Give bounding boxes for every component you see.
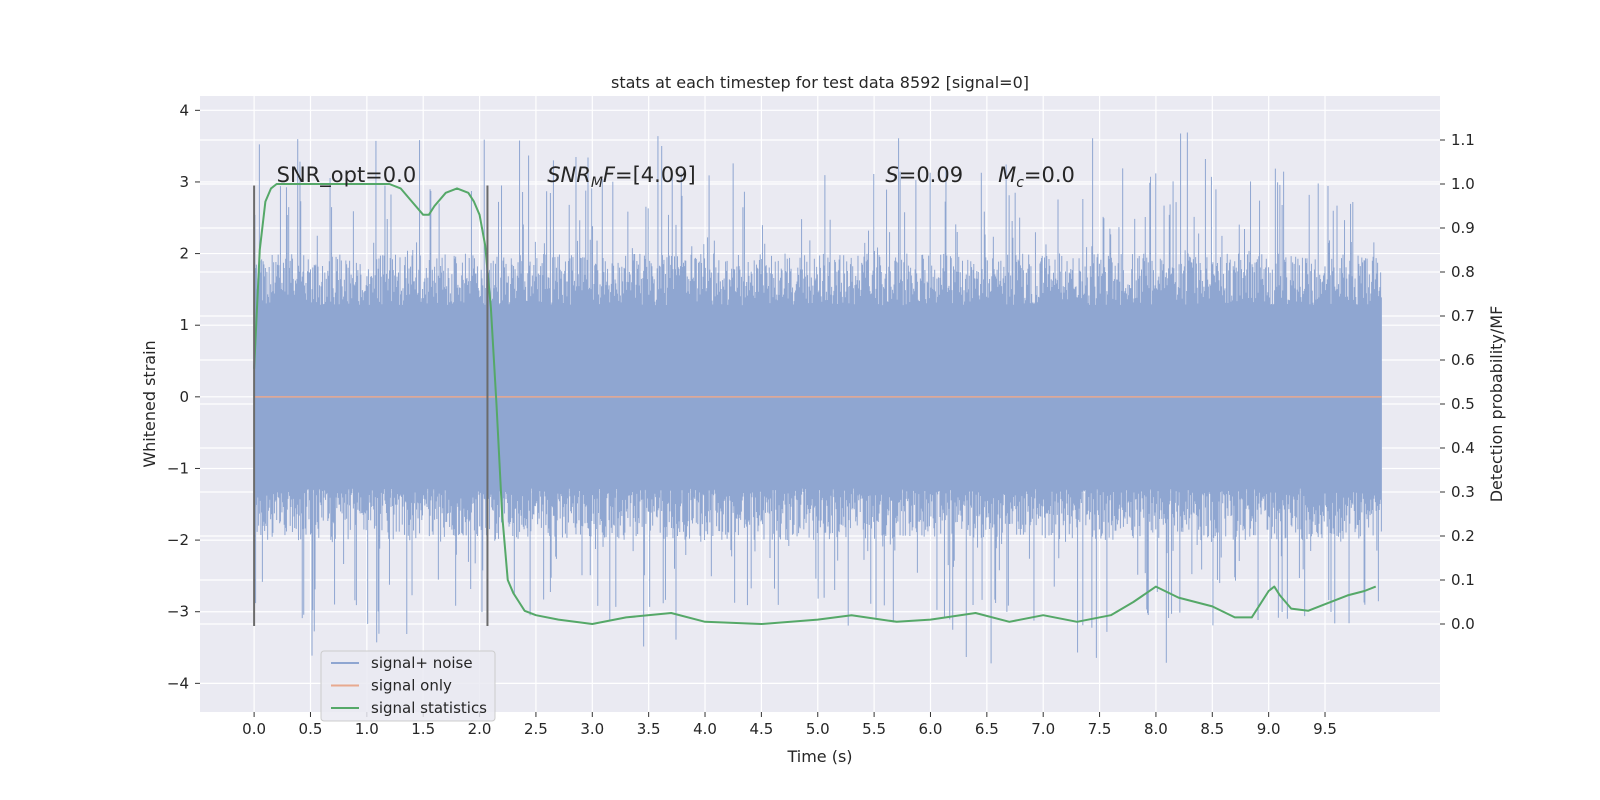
legend-entry-label: signal only [371, 677, 452, 695]
y-left-tick-label: 2 [179, 245, 189, 263]
x-tick-label: 6.0 [919, 720, 943, 738]
stat-annotation: S=0.09 [885, 163, 963, 187]
y-right-tick-label: 0.4 [1451, 439, 1475, 457]
x-tick-label: 4.0 [693, 720, 717, 738]
x-tick-label: 5.5 [862, 720, 886, 738]
x-tick-label: 2.5 [524, 720, 548, 738]
x-tick-label: 3.0 [580, 720, 604, 738]
x-axis-label: Time (s) [786, 747, 852, 766]
x-tick-label: 9.5 [1313, 720, 1337, 738]
legend: signal+ noise signal only signal statistic… [320, 650, 496, 722]
stat-annotation: SNRMF=[4.09] [547, 163, 696, 191]
x-tick-label: 9.0 [1257, 720, 1281, 738]
x-tick-label: 3.5 [637, 720, 661, 738]
x-tick-label: 1.0 [355, 720, 379, 738]
y-right-tick-label: 0.1 [1451, 571, 1475, 589]
x-tick-label: 6.5 [975, 720, 999, 738]
x-tick-label: 1.5 [411, 720, 435, 738]
legend-entry-label: signal+ noise [371, 654, 473, 672]
x-tick-label: 7.0 [1031, 720, 1055, 738]
y-axis-left-label: Whitened strain [140, 340, 159, 467]
stat-annotation: SNR_opt=0.0 [277, 163, 417, 188]
x-tick-label: 4.5 [749, 720, 773, 738]
y-left-tick-label: 0 [179, 388, 189, 406]
x-tick-label: 8.5 [1200, 720, 1224, 738]
chart-title: stats at each timestep for test data 859… [611, 73, 1029, 92]
stat-annotation: Mc=0.0 [998, 163, 1075, 191]
series-layer [253, 183, 1382, 625]
x-tick-label: 8.0 [1144, 720, 1168, 738]
y-right-tick-label: 0.5 [1451, 395, 1475, 413]
y-right-tick-label: 0.3 [1451, 483, 1475, 501]
y-right-tick-label: 1.1 [1451, 131, 1475, 149]
y-right-tick-label: 0.8 [1451, 263, 1475, 281]
y-left-tick-label: 1 [179, 316, 189, 334]
series-line-signal-statistics [253, 183, 1377, 625]
annotations: SNR_opt=0.0 SNRMF=[4.09] S=0.09 Mc=0.0 [277, 163, 1075, 191]
x-axis: 0.0 0.5 1.0 1.5 2.0 2.5 3.0 3.5 4.0 4.5 5.0 5.5 6.0 6… [242, 712, 1337, 738]
x-tick-label: 7.5 [1088, 720, 1112, 738]
y-axis-left: −4 −3 −2 −1 0 1 2 3 4 [167, 101, 200, 692]
y-right-tick-label: 0.9 [1451, 219, 1475, 237]
y-left-tick-label: −1 [167, 459, 189, 477]
y-right-tick-label: 0.6 [1451, 351, 1475, 369]
x-tick-label: 5.0 [806, 720, 830, 738]
y-left-tick-label: −4 [167, 674, 189, 692]
x-tick-label: 2.0 [468, 720, 492, 738]
vertical-markers [253, 185, 489, 627]
y-left-tick-label: 4 [179, 101, 189, 119]
y-right-tick-label: 1.0 [1451, 175, 1475, 193]
legend-box [320, 650, 496, 722]
y-axis-right-label: Detection probability/MF [1487, 306, 1506, 503]
y-right-tick-label: 0.2 [1451, 527, 1475, 545]
x-tick-label: 0.0 [242, 720, 266, 738]
y-left-tick-label: 3 [179, 173, 189, 191]
x-tick-label: 0.5 [299, 720, 323, 738]
y-right-tick-label: 0.0 [1451, 615, 1475, 633]
y-left-tick-label: −2 [167, 531, 189, 549]
y-left-tick-label: −3 [167, 603, 189, 621]
y-right-tick-label: 0.7 [1451, 307, 1475, 325]
y-axis-right: 0.0 0.1 0.2 0.3 0.4 0.5 0.6 0.7 0.8 0.9 1.0 1.1 [1440, 131, 1475, 633]
legend-entry-label: signal statistics [371, 699, 487, 717]
